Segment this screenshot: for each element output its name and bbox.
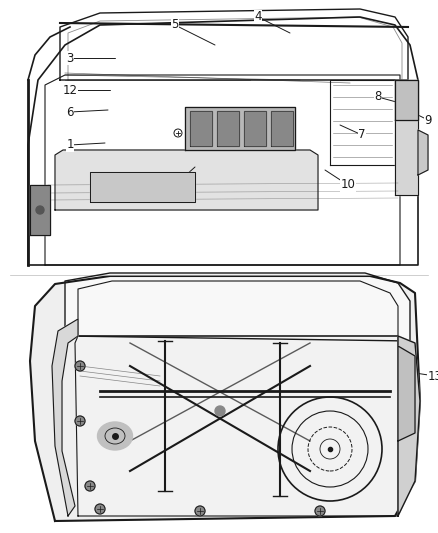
Text: 12: 12 bbox=[63, 84, 78, 96]
Polygon shape bbox=[244, 111, 266, 146]
Polygon shape bbox=[90, 172, 195, 202]
Ellipse shape bbox=[98, 422, 133, 450]
Polygon shape bbox=[75, 336, 398, 516]
Polygon shape bbox=[395, 80, 418, 120]
Text: 1: 1 bbox=[66, 139, 74, 151]
Text: 11: 11 bbox=[167, 179, 183, 191]
Circle shape bbox=[195, 506, 205, 516]
Circle shape bbox=[36, 206, 44, 214]
Polygon shape bbox=[395, 80, 418, 195]
Polygon shape bbox=[30, 276, 420, 521]
Polygon shape bbox=[185, 107, 295, 150]
Text: 7: 7 bbox=[358, 128, 366, 141]
Polygon shape bbox=[55, 150, 318, 210]
Text: 5: 5 bbox=[171, 19, 179, 31]
Text: 10: 10 bbox=[341, 179, 356, 191]
Text: 3: 3 bbox=[66, 52, 74, 64]
Polygon shape bbox=[52, 319, 78, 516]
Circle shape bbox=[315, 506, 325, 516]
Polygon shape bbox=[65, 273, 410, 341]
Polygon shape bbox=[398, 336, 420, 516]
Polygon shape bbox=[190, 111, 212, 146]
Circle shape bbox=[95, 504, 105, 514]
Polygon shape bbox=[30, 185, 50, 235]
Text: 9: 9 bbox=[424, 114, 432, 126]
Polygon shape bbox=[418, 130, 428, 175]
Circle shape bbox=[75, 416, 85, 426]
Text: 8: 8 bbox=[374, 91, 381, 103]
Text: 13: 13 bbox=[427, 369, 438, 383]
Text: 6: 6 bbox=[66, 106, 74, 118]
Circle shape bbox=[85, 481, 95, 491]
Polygon shape bbox=[271, 111, 293, 146]
Circle shape bbox=[215, 406, 225, 416]
Circle shape bbox=[75, 361, 85, 371]
Polygon shape bbox=[217, 111, 239, 146]
Polygon shape bbox=[398, 346, 415, 441]
Text: 4: 4 bbox=[254, 11, 262, 23]
